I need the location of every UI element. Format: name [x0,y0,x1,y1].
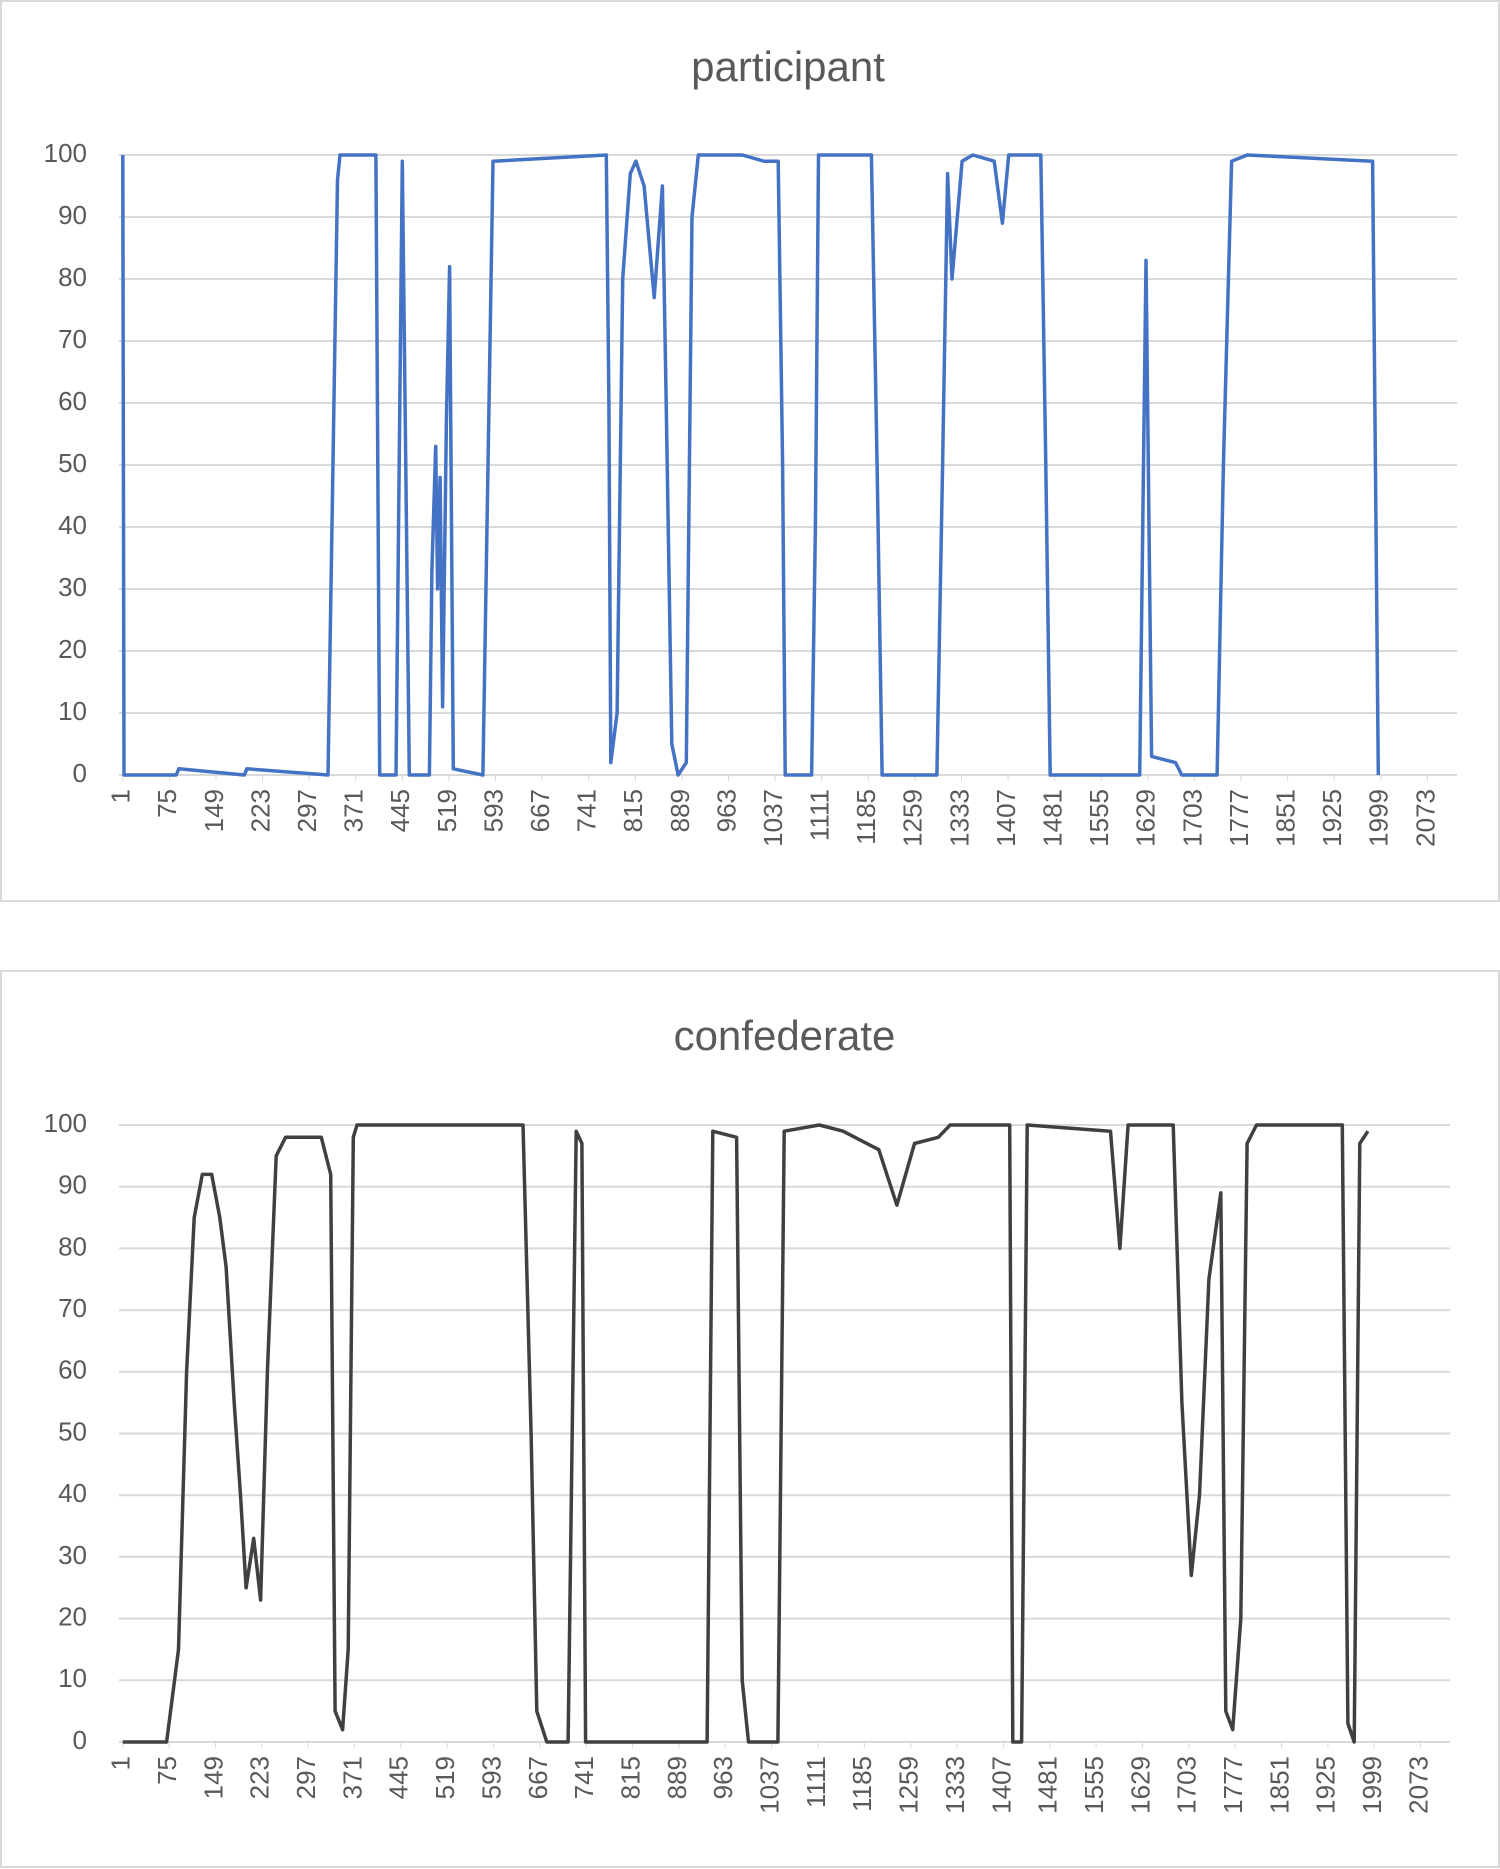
chart: participant 0 10 20 30 40 50 60 70 80 90 100 1 75 149 2… [0,0,1500,902]
x-tick-label: 1777 [1218,1756,1248,1814]
x-tick-label: 1555 [1084,789,1114,847]
x-tick-label: 1 [106,789,136,803]
x-tick-label: 1703 [1172,1756,1202,1814]
chart-title: confederate [674,1012,896,1059]
y-tick-label: 30 [58,572,87,602]
x-tick-label: 445 [385,789,415,832]
x-tick-label: 1481 [1033,1756,1063,1814]
x-tick-label: 2073 [1410,789,1440,847]
x-tick-label: 371 [339,789,369,832]
x-tick-label: 1629 [1131,789,1161,847]
x-tick-label: 371 [337,1756,367,1799]
y-tick-label: 40 [58,510,87,540]
y-tick-label: 70 [58,324,87,354]
x-tick-label: 75 [152,789,182,818]
x-tick-label: 1999 [1357,1756,1387,1814]
x-tick-label: 1333 [944,789,974,847]
y-tick-label: 0 [73,758,87,788]
y-tick-label: 60 [58,386,87,416]
x-tick-label: 1111 [805,789,835,841]
y-tick-label: 60 [58,1355,87,1385]
x-tick-label: 963 [711,789,741,832]
y-tick-label: 0 [73,1725,87,1755]
x-tick-label: 815 [615,1756,645,1799]
data-line [122,1123,1370,1744]
x-tick-label: 889 [665,789,695,832]
chart-title: participant [691,43,885,90]
y-tick-label: 100 [44,1108,87,1138]
x-tick-label: 741 [572,789,602,832]
y-tick-label: 20 [58,1601,87,1631]
x-tick-label: 593 [478,789,508,832]
x-tick-label: 297 [291,1756,321,1799]
x-tick-label: 149 [198,1756,228,1799]
y-tick-label: 10 [58,1663,87,1693]
x-tick-label: 741 [569,1756,599,1799]
y-tick-label: 90 [58,1170,87,1200]
x-tick-label: 1925 [1311,1756,1341,1814]
x-tick-label: 445 [384,1756,414,1799]
x-tick-label: 519 [430,1756,460,1799]
data-line [121,153,1381,777]
x-tick-label: 1185 [847,1756,877,1812]
x-tick-label: 223 [245,789,275,832]
x-tick-label: 1185 [851,789,881,845]
y-tick-label: 50 [58,1416,87,1446]
x-tick-label: 297 [292,789,322,832]
x-tick-label: 815 [618,789,648,832]
y-tick-label: 80 [58,262,87,292]
y-tick-label: 20 [58,634,87,664]
x-tick-label: 1481 [1038,789,1068,847]
x-tick-label: 1037 [758,789,788,847]
y-tick-label: 10 [58,696,87,726]
x-tick-label: 149 [199,789,229,832]
chart: confederate 0 10 20 30 40 50 60 70 80 90 100 1 75 149 2… [0,970,1500,1868]
x-tick-label: 1259 [894,1756,924,1814]
x-tick-label: 1851 [1264,1756,1294,1814]
chart-border [0,970,1500,1868]
x-tick-label: 75 [152,1756,182,1785]
x-tick-label: 1703 [1177,789,1207,847]
x-tick-label: 889 [662,1756,692,1799]
x-tick-label: 1333 [940,1756,970,1814]
y-tick-label: 80 [58,1231,87,1261]
x-tick-label: 223 [245,1756,275,1799]
x-tick-label: 963 [708,1756,738,1799]
x-tick-label: 1555 [1079,1756,1109,1814]
x-tick-label: 1925 [1317,789,1347,847]
chart-border [0,0,1500,902]
x-tick-label: 1111 [801,1756,831,1808]
x-tick-label: 1407 [991,789,1021,847]
x-tick-label: 519 [432,789,462,832]
x-tick-label: 1999 [1364,789,1394,847]
y-tick-label: 50 [58,448,87,478]
x-tick-label: 1851 [1271,789,1301,847]
y-tick-label: 40 [58,1478,87,1508]
x-tick-label: 1629 [1125,1756,1155,1814]
y-tick-label: 90 [58,200,87,230]
x-tick-label: 1037 [755,1756,785,1814]
y-tick-label: 70 [58,1293,87,1323]
x-tick-label: 1259 [898,789,928,847]
y-tick-label: 30 [58,1540,87,1570]
y-tick-label: 100 [44,138,87,168]
x-tick-label: 1777 [1224,789,1254,847]
x-tick-label: 1 [106,1756,136,1770]
x-tick-label: 2073 [1403,1756,1433,1814]
x-tick-label: 667 [525,789,555,832]
x-tick-label: 667 [523,1756,553,1799]
x-tick-label: 1407 [986,1756,1016,1814]
x-tick-label: 593 [476,1756,506,1799]
